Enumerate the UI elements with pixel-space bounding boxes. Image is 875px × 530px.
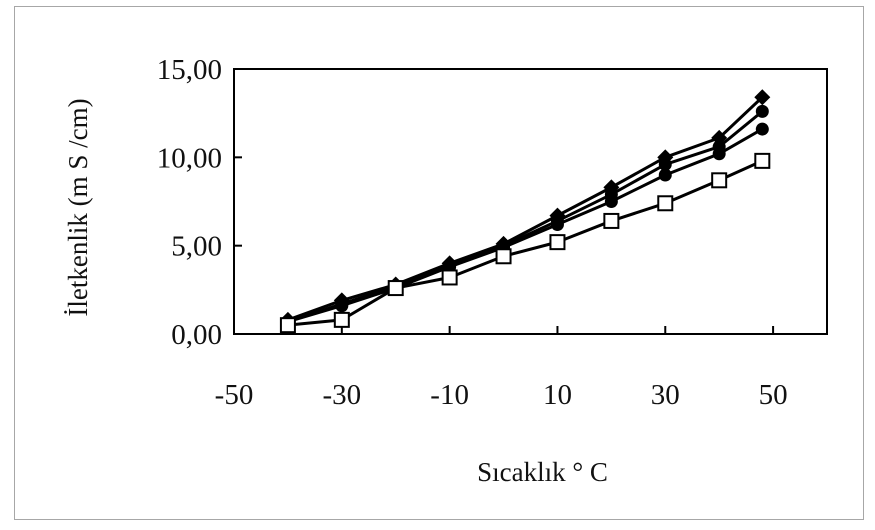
data-point-square (279, 317, 296, 334)
x-axis-title: Sıcaklık ° C (477, 457, 608, 487)
data-point-square (657, 195, 674, 212)
series-line (287, 159, 763, 327)
tick-labels: -50 -30 -10 10 30 50 0,00 5,00 10,00 15,00 (157, 54, 788, 411)
series-line (287, 127, 764, 324)
data-point-circle (755, 104, 769, 118)
data-point-circle (712, 147, 726, 161)
plot-area (233, 68, 828, 335)
data-point-square (495, 248, 512, 265)
y-tick-label: 15,00 (157, 54, 222, 86)
data-point-square (603, 212, 620, 229)
x-tick-label: -10 (430, 379, 469, 411)
y-axis-title: İletkenlik (m S /cm) (63, 98, 93, 316)
y-tick-label: 0,00 (171, 319, 222, 351)
series-line (287, 110, 764, 324)
y-tick-label: 10,00 (157, 142, 222, 174)
data-point-circle (658, 157, 672, 171)
data-point-circle (604, 195, 618, 208)
series-line (287, 96, 764, 322)
data-point-square (711, 172, 728, 189)
data-point-square (549, 234, 566, 251)
x-tick-label: -50 (215, 379, 254, 411)
data-point-circle (335, 299, 349, 313)
x-tick-label: 50 (759, 379, 788, 411)
x-tick-label: 10 (543, 379, 572, 411)
line-chart: -50 -30 -10 10 30 50 0,00 5,00 10,00 15,00 Sıcakl… (63, 54, 828, 487)
data-point-circle (755, 122, 769, 136)
y-tick-label: 5,00 (171, 231, 222, 263)
chart-frame: -50 -30 -10 10 30 50 0,00 5,00 10,00 15,00 Sıcakl… (14, 6, 864, 520)
data-point-square (754, 152, 771, 169)
data-point-diamond (754, 89, 771, 106)
x-tick-label: 30 (651, 379, 680, 411)
x-tick-label: -30 (322, 379, 361, 411)
series-markers (279, 89, 771, 334)
data-point-circle (550, 217, 564, 231)
data-point-circle (658, 168, 672, 182)
data-point-square (441, 269, 458, 286)
data-point-square (387, 280, 404, 297)
series-lines (287, 96, 764, 327)
axis-ticks (233, 68, 775, 335)
data-point-square (333, 311, 350, 328)
